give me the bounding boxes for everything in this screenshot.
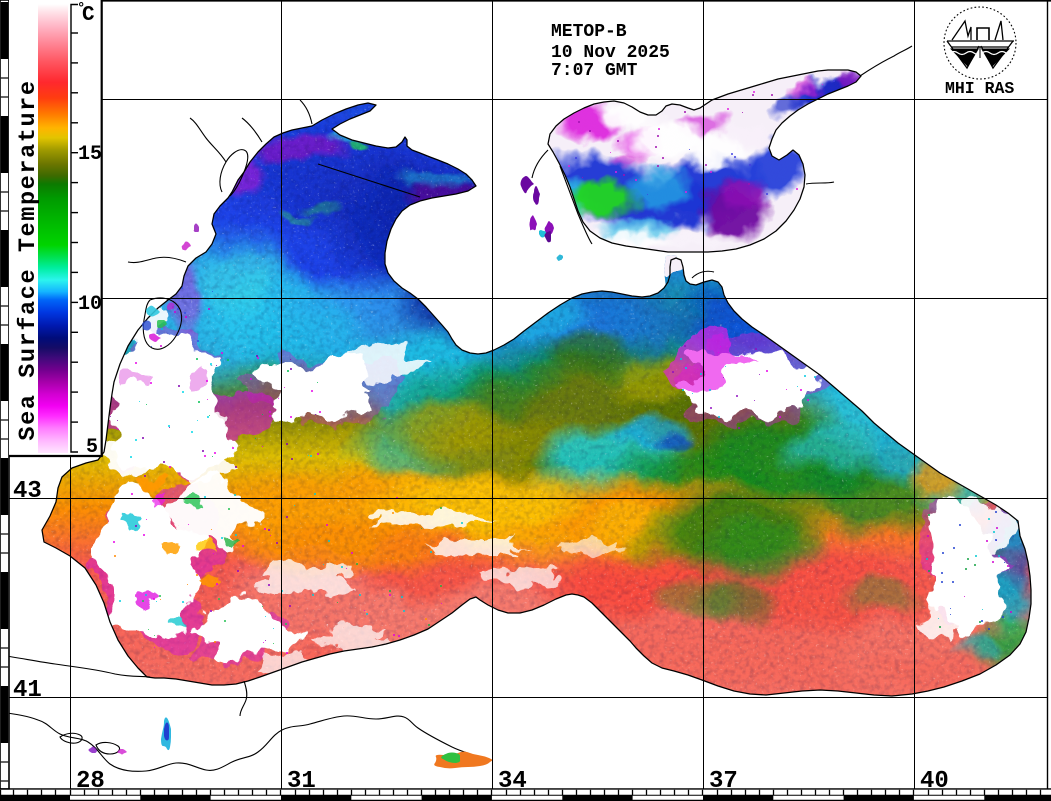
svg-text:28: 28: [76, 768, 105, 795]
svg-text:40: 40: [920, 768, 949, 795]
svg-text:41: 41: [13, 677, 42, 704]
svg-text:15: 15: [78, 143, 102, 166]
svg-text:7:07 GMT: 7:07 GMT: [551, 61, 638, 81]
svg-text:34: 34: [498, 768, 527, 795]
svg-text:METOP-B: METOP-B: [551, 22, 627, 42]
svg-text:31: 31: [287, 768, 316, 795]
svg-text:37: 37: [709, 768, 738, 795]
svg-text:43: 43: [13, 478, 42, 505]
svg-text:MHI RAS: MHI RAS: [945, 79, 1014, 98]
svg-text:5: 5: [86, 436, 98, 459]
svg-text:Sea Surface Temperature: Sea Surface Temperature: [15, 79, 42, 440]
svg-text:10 Nov 2025: 10 Nov 2025: [551, 43, 670, 63]
svg-text:10: 10: [78, 293, 102, 316]
svg-text:°: °: [77, 1, 85, 17]
svg-text:C: C: [82, 4, 95, 27]
